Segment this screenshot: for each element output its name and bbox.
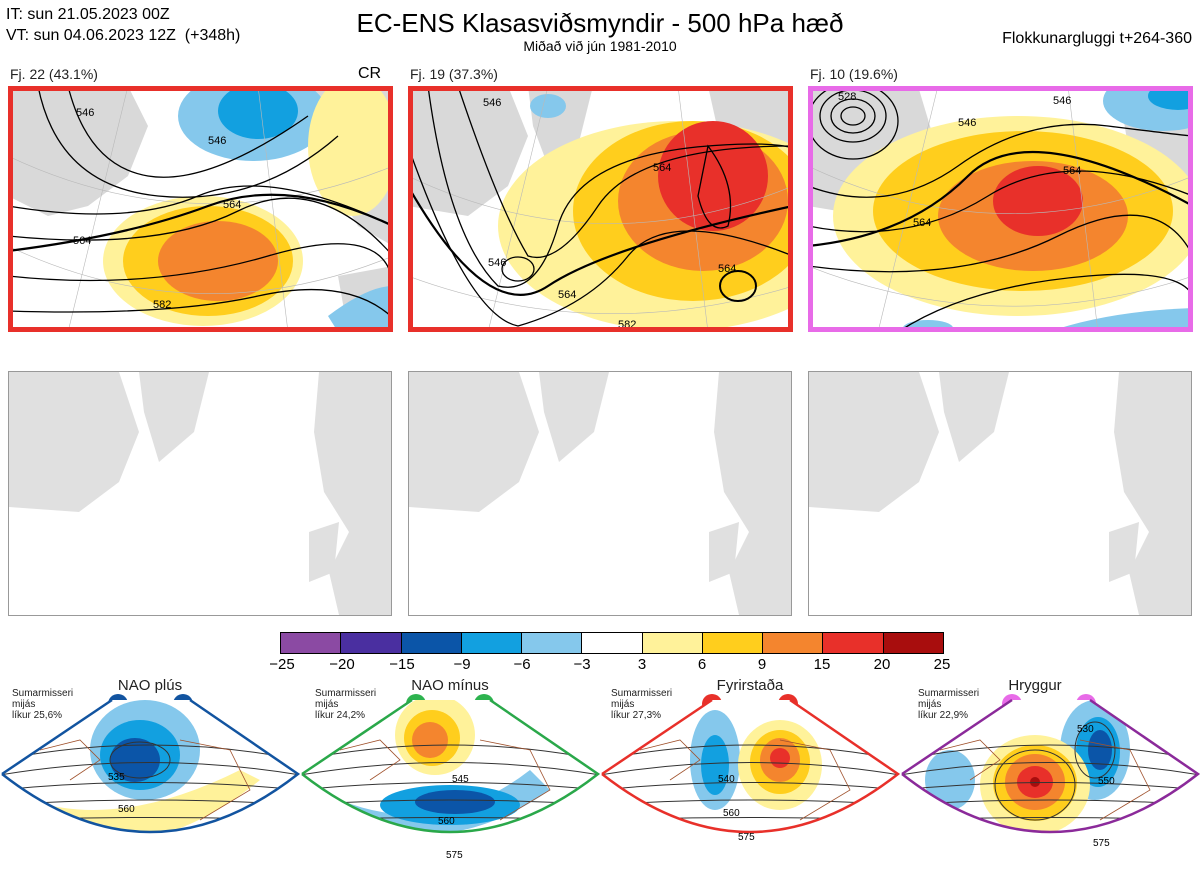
regime-1-map[interactable]: 535 560 <box>0 690 300 871</box>
classification-window: Flokkunargluggi t+264-360 <box>1002 30 1192 47</box>
empty-map-2-graphic <box>409 372 791 615</box>
cluster-1-contour-label: 564 <box>223 199 241 211</box>
regime-2-map[interactable]: 545 560 575 <box>300 690 600 871</box>
colorbar-tick-label: 15 <box>813 656 831 673</box>
colorbar-tick-label: −25 <box>269 656 295 673</box>
cluster-1-border <box>8 86 393 332</box>
colorbar-tick-label: −9 <box>453 656 471 673</box>
regime-3-season-info: Sumarmisseri mijás líkur 27,3% <box>611 688 673 721</box>
regime-4-contour-label: 575 <box>1093 838 1110 849</box>
colorbar-swatch <box>882 633 943 653</box>
colorbar-swatch <box>641 633 702 653</box>
colorbar-tick-label: 6 <box>697 656 707 673</box>
cluster-1-contour-label: 546 <box>208 135 226 147</box>
cluster-2-map-graphic: 546 546 564 564 564 582 <box>408 86 793 332</box>
colorbar-swatch <box>521 633 582 653</box>
colorbar-tick-label: −15 <box>389 656 415 673</box>
cluster-3-border <box>808 86 1193 332</box>
regime-3-contour-label: 560 <box>723 808 740 819</box>
anomaly-colorbar <box>280 632 944 654</box>
empty-map-3[interactable] <box>808 371 1192 616</box>
page-subtitle: Miðað við jún 1981-2010 <box>523 38 677 54</box>
colorbar-tick-label: −3 <box>573 656 591 673</box>
cluster-2-contour-label: 564 <box>558 289 576 301</box>
regime-3-map[interactable]: 540 560 575 <box>600 690 900 871</box>
cluster-1-cr-label: CR <box>358 65 382 82</box>
cluster-1-contour-label: 564 <box>73 235 91 247</box>
regime-2-contour-label: 575 <box>446 850 463 861</box>
cluster-2-map[interactable]: 546 546 564 564 564 582 <box>408 86 793 332</box>
colorbar-tick-label: 20 <box>873 656 891 673</box>
cluster-1-label: Fj. 22 (43.1%) <box>10 66 98 82</box>
regime-1-contour-label: 535 <box>108 772 125 783</box>
colorbar-swatch <box>762 633 823 653</box>
regime-1-season-info: Sumarmisseri mijás líkur 25,6% <box>12 688 74 721</box>
regime-2-name: NAO mínus <box>411 677 489 694</box>
cluster-2-contour-label: 564 <box>653 162 671 174</box>
colorbar-tick-label: −6 <box>513 656 531 673</box>
cluster-3-contour-label: 546 <box>958 117 976 129</box>
colorbar-tick-label: 25 <box>933 656 951 673</box>
cluster-2-border <box>408 86 793 332</box>
regime-3-contour-label: 575 <box>738 832 755 843</box>
cluster-2-contour-label: 546 <box>483 97 501 109</box>
cluster-1-map[interactable]: 546 546 564 564 582 <box>8 86 393 332</box>
cluster-2-contour-label: 546 <box>488 257 506 269</box>
cluster-3-map[interactable]: 528 546 546 564 564 <box>808 86 1193 332</box>
regime-3-contour-label: 540 <box>718 774 735 785</box>
cluster-3-contour-label: 546 <box>1053 95 1071 107</box>
valid-time: VT: sun 04.06.2023 12Z (+348h) <box>6 27 241 44</box>
cluster-3-label: Fj. 10 (19.6%) <box>810 66 898 82</box>
cluster-1-map-graphic: 546 546 564 564 582 <box>8 86 393 332</box>
run-info: IT: sun 21.05.2023 00Z VT: sun 04.06.2023… <box>6 4 240 46</box>
cluster-3-contour-label: 564 <box>913 217 931 229</box>
colorbar-tick-label: 9 <box>757 656 767 673</box>
empty-map-3-graphic <box>809 372 1191 615</box>
regime-3-name: Fyrirstaða <box>716 677 784 694</box>
cluster-3-map-graphic: 528 546 546 564 564 <box>808 86 1193 332</box>
colorbar-swatch <box>701 633 763 653</box>
colorbar-tick-label: −20 <box>329 656 355 673</box>
colorbar-swatch <box>400 633 461 653</box>
regime-1-contour-label: 560 <box>118 804 135 815</box>
empty-map-2[interactable] <box>408 371 792 616</box>
regime-2-contour-label: 560 <box>438 816 455 827</box>
colorbar-swatch <box>460 633 522 653</box>
cluster-3-contour-label: 564 <box>1063 165 1081 177</box>
initial-time: IT: sun 21.05.2023 00Z <box>6 6 170 23</box>
regime-4-name: Hryggur <box>1008 677 1062 694</box>
cluster-2-label: Fj. 19 (37.3%) <box>410 66 498 82</box>
cluster-1-contour-label: 582 <box>153 299 171 311</box>
colorbar-swatch <box>822 633 883 653</box>
cluster-3-contour-label: 528 <box>838 91 856 103</box>
empty-map-1[interactable] <box>8 371 392 616</box>
colorbar-swatch <box>581 633 642 653</box>
regime-4-contour-label: 530 <box>1077 724 1094 735</box>
cluster-2-contour-label: 564 <box>718 263 736 275</box>
regime-4-contour-label: 550 <box>1098 776 1115 787</box>
empty-map-1-graphic <box>9 372 391 615</box>
colorbar-swatch <box>340 633 401 653</box>
regime-2-season-info: Sumarmisseri mijás líkur 24,2% <box>315 688 377 721</box>
colorbar-swatch <box>281 633 341 653</box>
regime-4-season-info: Sumarmisseri mijás líkur 22,9% <box>918 688 980 721</box>
page-title: EC-ENS Klasasviðsmyndir - 500 hPa hæð <box>356 8 844 38</box>
regime-2-contour-label: 545 <box>452 774 469 785</box>
regime-4-map[interactable]: 530 550 575 <box>900 690 1200 871</box>
regime-1-name: NAO plús <box>117 677 183 694</box>
cluster-1-contour-label: 546 <box>76 107 94 119</box>
colorbar-tick-label: 3 <box>637 656 647 673</box>
